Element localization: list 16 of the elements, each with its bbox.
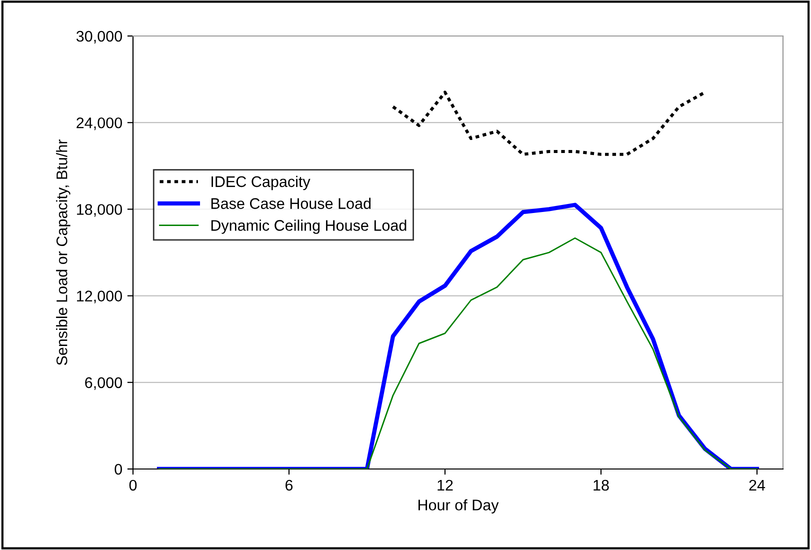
y-tick-label: 30,000 — [76, 30, 122, 44]
x-tick-label: 6 — [286, 480, 293, 491]
x-tick-label: 0 — [129, 480, 137, 491]
y-axis-title: Sensible Load or Capacity, Btu/hr — [56, 140, 70, 366]
x-tick-label: 24 — [749, 480, 766, 490]
legend-label: Base Case House Load — [211, 198, 371, 209]
x-tick-label: 18 — [594, 480, 609, 491]
y-tick-label: 6,000 — [85, 377, 122, 390]
legend-label: IDEC Capacity — [212, 176, 310, 190]
y-tick-label: 18,000 — [77, 204, 122, 217]
y-tick-label: 12,000 — [77, 290, 122, 304]
y-tick-label: 24,000 — [76, 117, 122, 130]
legend-label: Dynamic Ceiling House Load — [211, 220, 406, 234]
x-tick-label: 12 — [438, 480, 453, 490]
y-tick-label: 0 — [114, 464, 122, 475]
x-axis-title: Hour of Day — [418, 499, 499, 514]
